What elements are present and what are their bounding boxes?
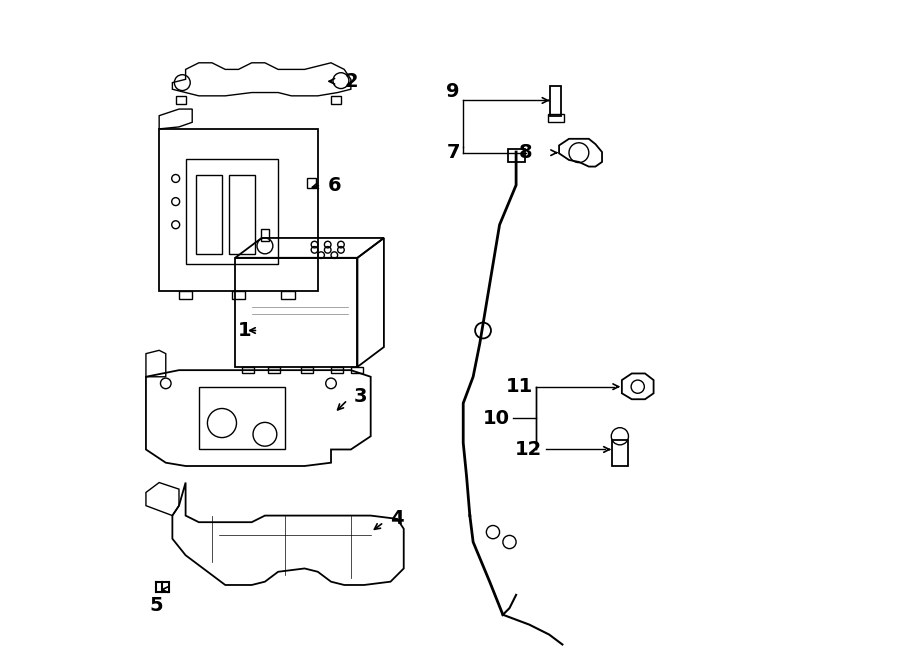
Bar (185, 159, 278, 264)
Text: 10: 10 (482, 409, 509, 428)
Text: 12: 12 (516, 440, 543, 459)
Text: 2: 2 (344, 72, 358, 91)
Bar (199, 387, 284, 449)
Text: 4: 4 (391, 510, 404, 528)
Bar (548, 114, 563, 122)
Text: 8: 8 (519, 143, 533, 162)
Text: 7: 7 (446, 143, 460, 162)
Bar (159, 129, 318, 291)
Text: 3: 3 (355, 387, 368, 406)
Text: 1: 1 (238, 321, 252, 340)
Bar (307, 178, 317, 188)
Bar (282, 291, 294, 299)
Bar (508, 149, 525, 162)
Bar (232, 291, 245, 299)
Bar (302, 367, 313, 373)
Text: 6: 6 (328, 176, 341, 194)
Bar (235, 258, 357, 367)
Bar (242, 367, 254, 373)
Bar (351, 367, 363, 373)
Bar (551, 86, 561, 116)
Text: 9: 9 (446, 82, 460, 100)
Text: 11: 11 (506, 377, 533, 396)
Bar (261, 229, 269, 241)
Bar (195, 175, 222, 254)
Bar (229, 175, 255, 254)
Bar (268, 367, 280, 373)
Bar (331, 367, 343, 373)
Bar (612, 440, 628, 466)
Bar (179, 291, 193, 299)
Text: 5: 5 (149, 596, 163, 615)
